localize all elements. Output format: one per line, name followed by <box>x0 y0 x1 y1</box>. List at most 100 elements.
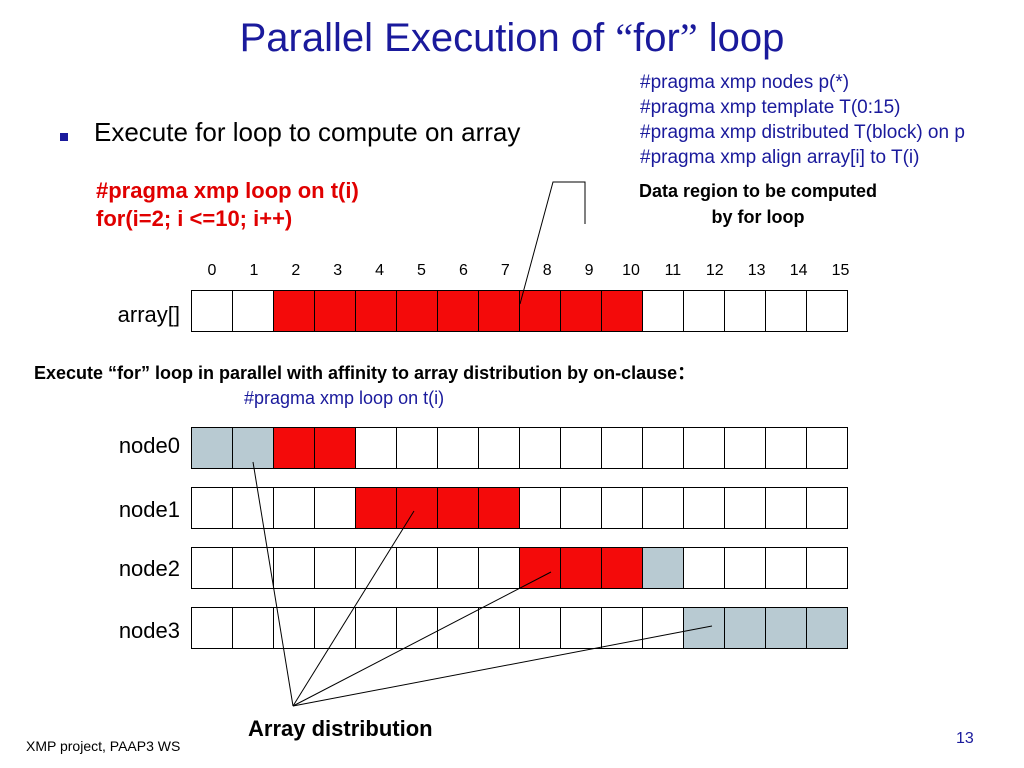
node3-label: node3 <box>118 618 180 643</box>
array-cell <box>232 547 274 589</box>
index-label: 2 <box>291 262 301 279</box>
array-cell <box>191 607 233 649</box>
array-cell <box>601 487 643 529</box>
index-label: 0 <box>207 262 217 279</box>
computed-cell <box>314 290 356 332</box>
distributed-cell <box>683 607 725 649</box>
array-cell <box>232 487 274 529</box>
array-grid <box>191 290 848 332</box>
array-cell <box>232 290 274 332</box>
loop-code: #pragma xmp loop on t(i) for(i=2; i <=10… <box>96 177 359 233</box>
index-label: 8 <box>542 262 552 279</box>
array-cell <box>314 607 356 649</box>
bullet-square-icon <box>60 133 68 141</box>
execution-description: Execute “for” loop in parallel with affi… <box>34 363 696 383</box>
array-cell <box>806 290 848 332</box>
array-cell <box>683 290 725 332</box>
callout-bracket-line <box>519 181 586 305</box>
index-label: 9 <box>584 262 594 279</box>
array-cell <box>806 547 848 589</box>
computed-cell <box>437 487 479 529</box>
pragma-line: #pragma xmp template T(0:15) <box>640 97 901 118</box>
array-label: array[] <box>117 302 180 327</box>
array-cell <box>601 427 643 469</box>
array-cell <box>396 547 438 589</box>
array-cell <box>765 427 807 469</box>
array-cell <box>396 427 438 469</box>
array-cell <box>191 547 233 589</box>
array-cell <box>191 487 233 529</box>
computed-cell <box>273 427 315 469</box>
pragma-line: #pragma xmp distributed T(block) on p <box>640 122 965 143</box>
array-cell <box>519 607 561 649</box>
computed-cell <box>478 487 520 529</box>
loop-code-line: #pragma xmp loop on t(i) <box>96 178 359 203</box>
array-cell <box>273 607 315 649</box>
array-cell <box>642 290 684 332</box>
callout-line: by for loop <box>711 207 805 227</box>
node1-grid <box>191 487 848 529</box>
node0-grid <box>191 427 848 469</box>
array-cell <box>683 487 725 529</box>
index-label: 5 <box>417 262 426 279</box>
array-cell <box>683 547 725 589</box>
computed-cell <box>355 487 397 529</box>
distributed-cell <box>191 427 233 469</box>
array-cell <box>765 290 807 332</box>
index-label: 7 <box>500 262 510 279</box>
array-cell <box>437 607 479 649</box>
array-cell <box>314 547 356 589</box>
computed-cell <box>560 547 602 589</box>
computed-cell <box>601 290 643 332</box>
array-cell <box>724 427 766 469</box>
array-cell <box>478 547 520 589</box>
index-label: 15 <box>831 262 850 279</box>
distributed-cell <box>232 427 274 469</box>
array-cell <box>560 607 602 649</box>
loop-code-line: for(i=2; i <=10; i++) <box>96 206 293 231</box>
pragma-line: #pragma xmp align array[i] to T(i) <box>640 147 920 168</box>
array-cell <box>601 607 643 649</box>
array-cell <box>232 607 274 649</box>
array-distribution-label: Array distribution <box>248 716 433 741</box>
pragma-directives: #pragma xmp nodes p(*) #pragma xmp templ… <box>640 70 1024 170</box>
computed-cell <box>437 290 479 332</box>
distributed-cell <box>642 547 684 589</box>
array-cell <box>765 547 807 589</box>
array-cell <box>560 487 602 529</box>
array-cell <box>273 547 315 589</box>
computed-cell <box>478 290 520 332</box>
computed-cell <box>519 290 561 332</box>
computed-cell <box>355 290 397 332</box>
array-cell <box>683 427 725 469</box>
array-cell <box>642 427 684 469</box>
array-cell <box>191 290 233 332</box>
array-cell <box>765 487 807 529</box>
index-label: 6 <box>458 262 468 279</box>
distributed-cell <box>806 607 848 649</box>
computed-cell <box>314 427 356 469</box>
computed-cell <box>396 290 438 332</box>
data-region-callout: Data region to be computed by for loop <box>608 178 908 230</box>
node3-grid <box>191 607 848 649</box>
computed-cell <box>601 547 643 589</box>
index-label: 4 <box>375 262 385 279</box>
callout-line: Data region to be computed <box>638 181 878 201</box>
node2-label: node2 <box>118 556 180 581</box>
slide-title: Parallel Execution of “for” loop <box>239 15 785 60</box>
array-cell <box>314 487 356 529</box>
array-cell <box>724 290 766 332</box>
index-label: 13 <box>747 262 766 279</box>
array-cell <box>355 607 397 649</box>
computed-cell <box>519 547 561 589</box>
distributed-cell <box>724 607 766 649</box>
node0-label: node0 <box>118 433 180 458</box>
array-cell <box>519 487 561 529</box>
computed-cell <box>560 290 602 332</box>
computed-cell <box>396 487 438 529</box>
array-cell <box>806 427 848 469</box>
footer-text: XMP project, PAAP3 WS <box>26 738 181 754</box>
index-label: 1 <box>249 262 259 279</box>
index-label: 12 <box>705 262 724 279</box>
array-cell <box>355 427 397 469</box>
